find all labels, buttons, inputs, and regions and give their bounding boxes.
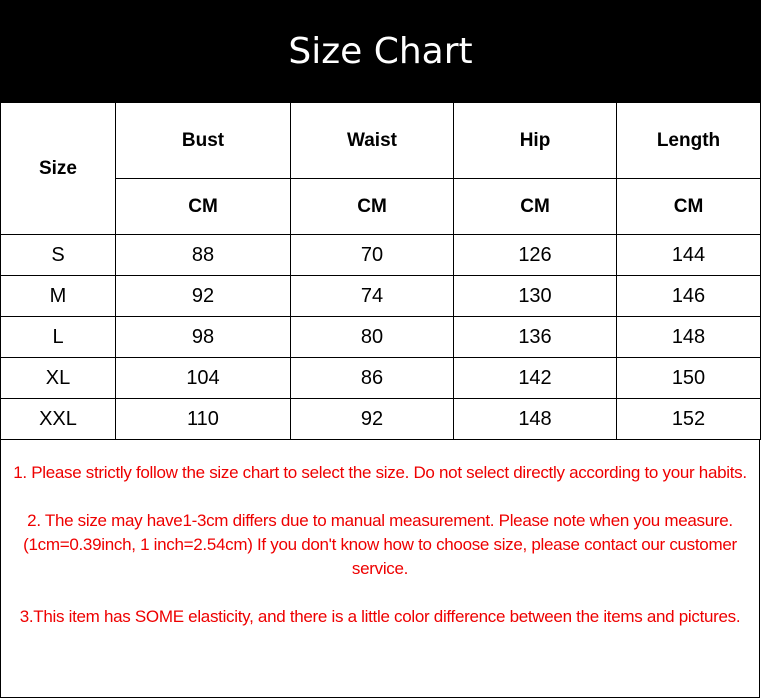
measurement-cell: 92: [115, 275, 291, 317]
size-table: Size Bust Waist Hip Length CM CM CM CM S…: [0, 102, 761, 440]
table-row: XXL 110 92 148 152: [0, 398, 761, 440]
size-cell: XL: [0, 357, 116, 399]
measurement-cell: 126: [453, 234, 617, 276]
size-cell: M: [0, 275, 116, 317]
size-cell: L: [0, 316, 116, 358]
table-row: XL 104 86 142 150: [0, 357, 761, 399]
table-row: L 98 80 136 148: [0, 316, 761, 358]
measurement-cell: 136: [453, 316, 617, 358]
note-1: 1. Please strictly follow the size chart…: [13, 463, 747, 482]
size-header: Size: [0, 102, 116, 235]
notes-box: 1. Please strictly follow the size chart…: [0, 439, 760, 698]
size-cell: S: [0, 234, 116, 276]
page-title: Size Chart: [288, 30, 473, 72]
unit-hip: CM: [453, 178, 617, 235]
measurement-cell: 148: [616, 316, 761, 358]
measurement-cell: 70: [290, 234, 454, 276]
column-header-bust: Bust: [115, 102, 291, 179]
column-header-length: Length: [616, 102, 761, 179]
measurement-cell: 148: [453, 398, 617, 440]
measurement-cell: 86: [290, 357, 454, 399]
unit-length: CM: [616, 178, 761, 235]
measurement-cell: 92: [290, 398, 454, 440]
size-cell: XXL: [0, 398, 116, 440]
table-row: S 88 70 126 144: [0, 234, 761, 276]
unit-waist: CM: [290, 178, 454, 235]
measurement-cell: 74: [290, 275, 454, 317]
column-header-waist: Waist: [290, 102, 454, 179]
measurement-cell: 88: [115, 234, 291, 276]
note-3: 3.This item has SOME elasticity, and the…: [19, 607, 741, 626]
measurement-cell: 104: [115, 357, 291, 399]
measurement-cell: 150: [616, 357, 761, 399]
measurement-cell: 110: [115, 398, 291, 440]
measurement-cell: 144: [616, 234, 761, 276]
measurement-cell: 80: [290, 316, 454, 358]
table-row: M 92 74 130 146: [0, 275, 761, 317]
measurement-cell: 152: [616, 398, 761, 440]
measurement-cell: 98: [115, 316, 291, 358]
measurement-cell: 142: [453, 357, 617, 399]
column-header-hip: Hip: [453, 102, 617, 179]
note-2: 2. The size may have1-3cm differs due to…: [23, 511, 737, 578]
measurement-cell: 130: [453, 275, 617, 317]
unit-bust: CM: [115, 178, 291, 235]
measurement-cell: 146: [616, 275, 761, 317]
title-banner: Size Chart: [0, 0, 761, 102]
